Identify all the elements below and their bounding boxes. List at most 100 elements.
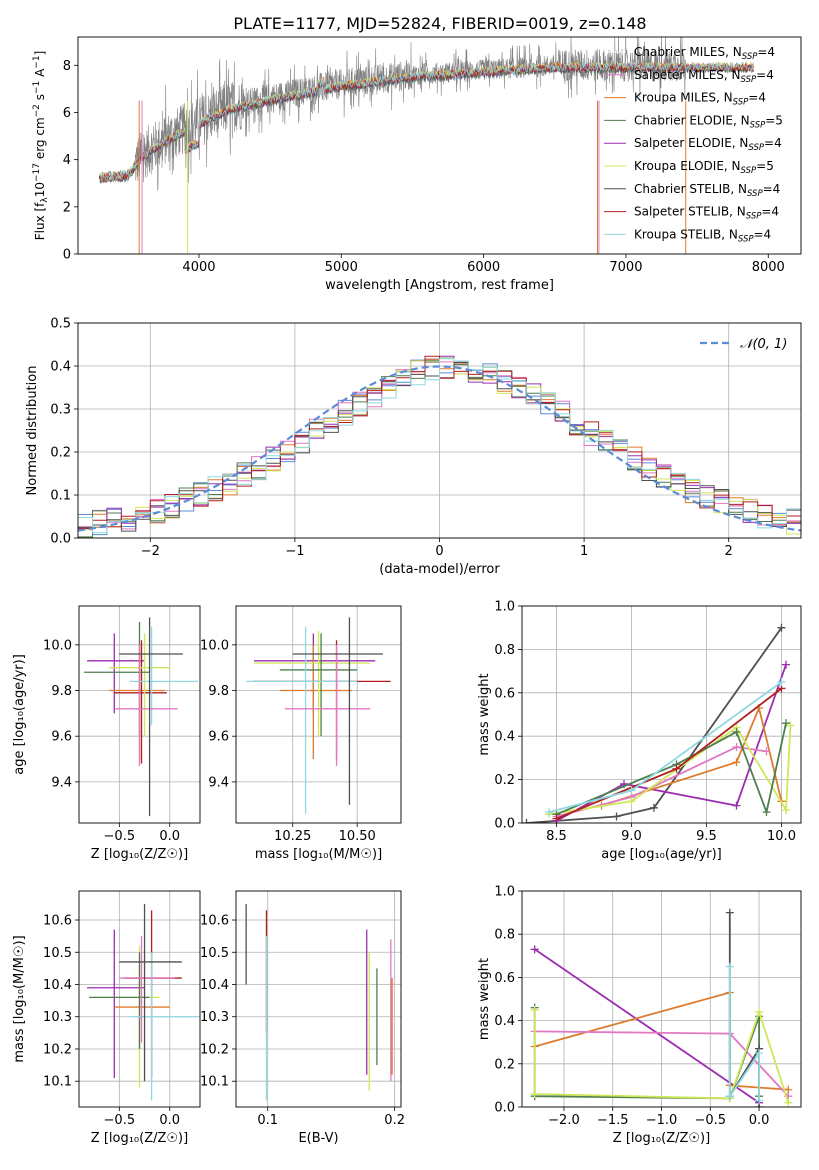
- weight-vs-Z-ytick-label: 0.4: [494, 1014, 515, 1029]
- age-vs-mass-xlabel: mass [log₁₀(M/M☉)]: [255, 847, 382, 862]
- spectrum-legend-entry: Salpeter STELIB, NSSP=4: [634, 205, 779, 222]
- legend-tail: =4: [761, 205, 779, 219]
- age-vs-Z-xtick-label: 0.0: [159, 829, 180, 844]
- spectrum-legend-entry: Kroupa MILES, NSSP=4: [634, 91, 766, 108]
- age-vs-mass-ytick-label: 9.6: [208, 730, 229, 745]
- weight-vs-Z-point-marker: [530, 1090, 539, 1099]
- mass-vs-Z-errorbar: [87, 929, 145, 1078]
- spectrum-xtick-label: 6000: [467, 260, 500, 275]
- age-vs-Z-xlabel: Z [log₁₀(Z/Z☉)]: [91, 847, 188, 862]
- age-vs-mass-ytick-label: 9.8: [208, 684, 229, 699]
- mass-vs-Z-ylabel: mass [log₁₀(M/M☉)]: [12, 935, 27, 1062]
- weight-vs-Z-ytick-label: 0.0: [494, 1101, 515, 1116]
- age-vs-mass-errorbar: [279, 633, 358, 737]
- mass-vs-Z-errorbar: [119, 936, 175, 1043]
- mass-vs-ebv-ytick-label: 10.6: [200, 914, 229, 929]
- age-vs-mass-errorbar: [254, 631, 371, 737]
- spectrum-ylabel-part: Flux [f: [33, 202, 47, 240]
- spectrum-xtick-label: 5000: [325, 260, 358, 275]
- age-vs-Z-frame: [78, 605, 201, 824]
- weight-vs-Z-xtick-label: −1.5: [597, 1113, 629, 1128]
- weight-vs-Z-xtick-label: −1.0: [646, 1113, 678, 1128]
- panels: 4000 5000 6000 7000 8000 0 2 4 6 8 wavelength [Ang…: [12, 36, 802, 1146]
- weight-vs-age-xtick-label: 8.5: [546, 829, 567, 844]
- mass-vs-ebv-xtick-label: 0.1: [257, 1113, 278, 1128]
- legend-sub: SSP: [750, 120, 766, 130]
- spectrum-ytick-label: 4: [63, 153, 71, 168]
- weight-vs-age-point-marker: [732, 801, 741, 810]
- mass-vs-Z-ytick-label: 10.5: [43, 946, 72, 961]
- legend-label: Chabrier STELIB, N: [634, 182, 747, 196]
- residuals-frame-group: −2 −1 0 1 2 0.0 0.1 0.2 0.3 0.4 0.5 (data-model)/er…: [25, 317, 802, 577]
- spectrum-ylabel-part: 10: [33, 182, 47, 197]
- legend-label: Chabrier ELODIE, N: [634, 113, 750, 127]
- spectrum-ylabel-part: −17: [32, 163, 42, 182]
- residuals-ytick-label: 0.3: [50, 403, 71, 418]
- residuals-ytick-label: 0.1: [50, 489, 71, 504]
- spectrum-ylabel: Flux [fλ10−17 erg cm−2 s−1 A−1]: [32, 51, 50, 241]
- legend-tail: =4: [764, 136, 782, 150]
- weight-vs-age-point-marker: [782, 805, 790, 814]
- spectrum-plot-area: [98, 37, 754, 254]
- spectrum-legend-entry: Kroupa STELIB, NSSP=4: [634, 227, 771, 244]
- age-vs-Z-plot-area: [84, 617, 198, 817]
- age-vs-mass-errorbar: [292, 617, 383, 805]
- legend-sub: SSP: [738, 234, 754, 244]
- residual-histogram: [78, 358, 801, 534]
- weight-vs-Z-point-marker: [784, 1098, 793, 1107]
- weight-vs-Z-ytick-label: 1.0: [494, 885, 515, 900]
- mass-vs-Z-axes: −0.5 0.0 10.1 10.2 10.3 10.4 10.5 10.6 Z [log₁₀(…: [12, 890, 201, 1146]
- weight-vs-age-point-marker: [650, 803, 658, 812]
- weight-vs-age-point-marker: [522, 819, 531, 823]
- legend-label: Kroupa MILES, N: [634, 91, 733, 105]
- spectrum-legend-entry: Chabrier MILES, NSSP=4: [634, 45, 775, 62]
- age-vs-mass-xtick-label: 10.50: [339, 829, 376, 844]
- weight-vs-age-xtick-label: 10.0: [767, 829, 796, 844]
- weight-vs-age-point-marker: [732, 727, 741, 736]
- spectrum-legend-entry: Chabrier STELIB, NSSP=4: [634, 182, 780, 199]
- weight-vs-age-point-marker: [777, 623, 786, 632]
- weight-vs-age-frame-group: 8.5 9.0 9.5 10.0 0.0 0.2 0.4 0.6 0.8 1.0 age [log₁…: [477, 600, 802, 862]
- weight-vs-age-xlabel: age [log₁₀(age/yr)]: [601, 847, 722, 862]
- legend-sub: SSP: [742, 52, 758, 62]
- legend-sub: SSP: [746, 212, 762, 222]
- residual-histogram: [78, 355, 801, 529]
- legend-sub: SSP: [741, 166, 757, 176]
- spectrum-frame: [77, 36, 802, 255]
- mass-vs-ebv-xlabel: E(B-V): [298, 1131, 338, 1146]
- age-vs-Z-errorbar: [119, 617, 183, 817]
- legend-tail: =4: [756, 68, 774, 82]
- spectrum-ylabel-part: −1: [32, 81, 42, 94]
- residuals-xtick-label: 0: [435, 544, 443, 559]
- age-vs-mass-plot-area: [246, 617, 391, 814]
- weight-vs-age-point-marker: [762, 747, 771, 756]
- mass-vs-Z-frame: [78, 890, 201, 1108]
- weight-vs-age-point-marker: [786, 721, 795, 730]
- legend-tail: =4: [748, 91, 766, 105]
- weight-vs-age-ylabel: mass weight: [477, 673, 492, 755]
- age-vs-mass-ytick-label: 9.4: [208, 775, 229, 790]
- weight-vs-age-point-marker: [782, 660, 790, 669]
- age-vs-Z-errorbar: [87, 633, 145, 714]
- weight-vs-Z-frame-group: −2.0 −1.5 −1.0 −0.5 0.0 0.0 0.2 0.4 0.6 0.8 1.0 Z […: [477, 885, 802, 1146]
- spectrum-frame-group: 4000 5000 6000 7000 8000 0 2 4 6 8 wavelength [Ang…: [63, 36, 802, 293]
- weight-vs-Z-series-line: [728, 966, 760, 1101]
- spectrum-ylabel-part: s: [33, 94, 47, 104]
- weight-vs-Z-ytick-label: 0.6: [494, 971, 515, 986]
- weight-vs-age-point-marker: [762, 808, 771, 817]
- spectrum-model-line: [98, 61, 754, 183]
- age-vs-mass-errorbar: [279, 644, 353, 760]
- age-vs-Z-axes: −0.5 0.0 9.4 9.6 9.8 10.0 Z [log₁₀(Z/Z☉)] age […: [12, 605, 201, 862]
- weight-vs-Z-xtick-label: 0.0: [749, 1113, 770, 1128]
- weight-vs-age-series-line: [556, 664, 787, 822]
- weight-vs-age-plot-area: [522, 623, 795, 823]
- mass-vs-Z-xtick-label: 0.0: [159, 1113, 180, 1128]
- mass-vs-ebv-ytick-label: 10.3: [200, 1010, 229, 1025]
- mass-vs-ebv-ytick-label: 10.1: [200, 1075, 229, 1090]
- legend-sub: SSP: [747, 189, 763, 199]
- mass-vs-Z-xlabel: Z [log₁₀(Z/Z☉)]: [91, 1131, 188, 1146]
- mass-vs-Z-errorbar: [89, 952, 150, 1049]
- age-vs-Z-ytick-label: 10.0: [43, 638, 72, 653]
